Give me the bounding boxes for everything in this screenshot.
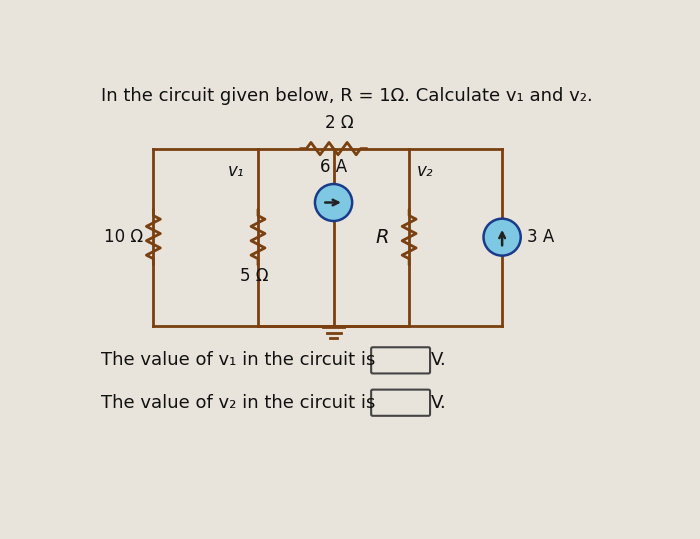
Text: V.: V. [430,351,447,369]
Text: 5 Ω: 5 Ω [240,267,268,285]
Text: In the circuit given below, R = 1Ω. Calculate v₁ and v₂.: In the circuit given below, R = 1Ω. Calc… [102,87,593,105]
Text: 3 A: 3 A [527,228,554,246]
Text: v₁: v₁ [228,162,244,181]
Text: 10 Ω: 10 Ω [104,228,144,246]
FancyBboxPatch shape [371,347,430,374]
Circle shape [315,184,352,221]
Circle shape [484,219,521,255]
Text: R: R [375,227,389,247]
Text: V.: V. [430,393,447,412]
Text: v₂: v₂ [417,162,433,181]
Text: 6 A: 6 A [320,157,347,176]
Text: 2 Ω: 2 Ω [326,114,354,132]
Text: The value of v₂ in the circuit is: The value of v₂ in the circuit is [102,393,376,412]
Text: The value of v₁ in the circuit is: The value of v₁ in the circuit is [102,351,376,369]
FancyBboxPatch shape [371,390,430,416]
